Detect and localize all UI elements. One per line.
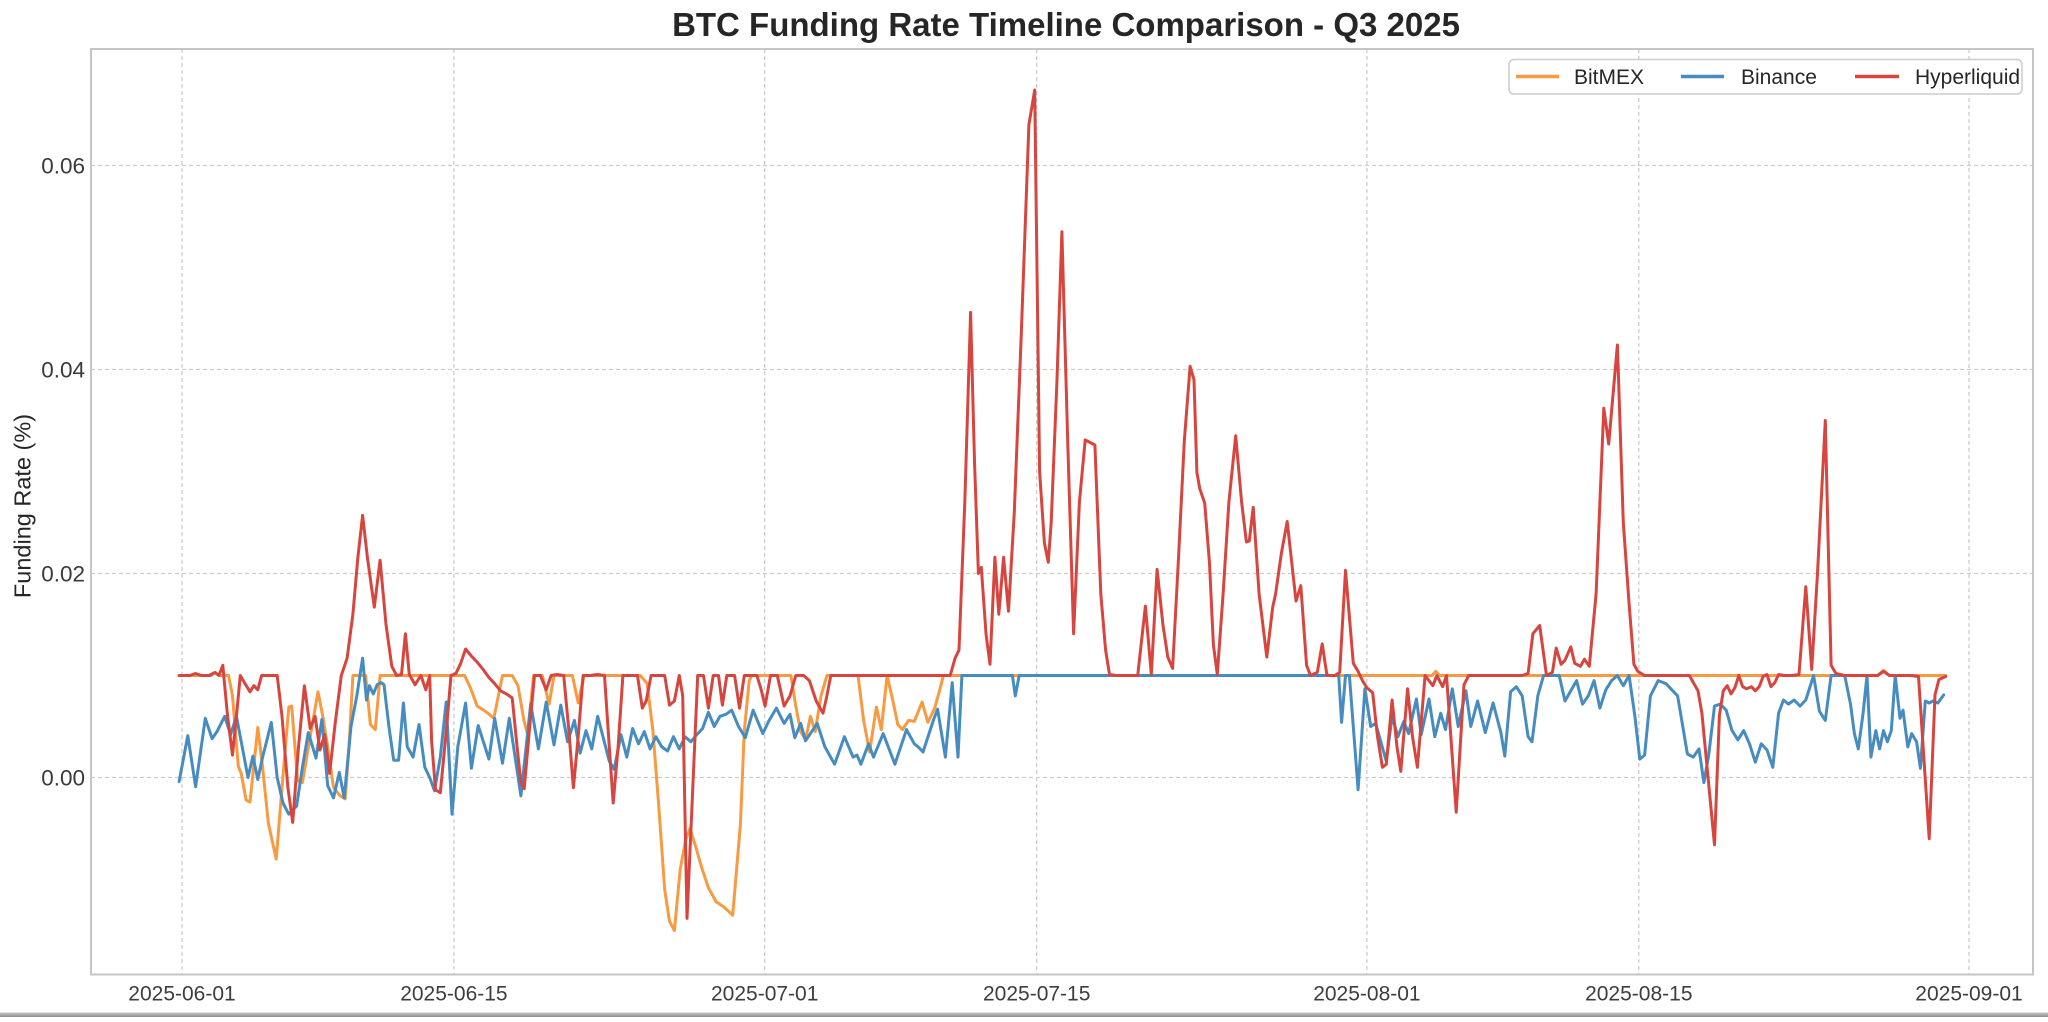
svg-text:2025-07-15: 2025-07-15 [983, 983, 1090, 1006]
svg-text:2025-06-01: 2025-06-01 [128, 983, 235, 1006]
svg-text:2025-08-01: 2025-08-01 [1313, 983, 1420, 1006]
svg-text:2025-08-15: 2025-08-15 [1585, 983, 1692, 1006]
svg-text:2025-07-01: 2025-07-01 [711, 983, 818, 1006]
svg-text:0.00: 0.00 [41, 766, 85, 791]
svg-text:Hyperliquid: Hyperliquid [1915, 66, 2020, 89]
svg-text:BitMEX: BitMEX [1574, 66, 1644, 89]
svg-text:Binance: Binance [1741, 66, 1817, 89]
svg-text:2025-09-01: 2025-09-01 [1915, 983, 2022, 1006]
svg-text:0.02: 0.02 [41, 562, 85, 587]
svg-text:2025-06-15: 2025-06-15 [400, 983, 507, 1006]
svg-text:Funding Rate (%): Funding Rate (%) [10, 414, 36, 598]
svg-text:BTC Funding Rate Timeline Comp: BTC Funding Rate Timeline Comparison - Q… [672, 6, 1460, 43]
svg-text:0.06: 0.06 [41, 154, 85, 179]
svg-text:0.04: 0.04 [41, 358, 85, 383]
